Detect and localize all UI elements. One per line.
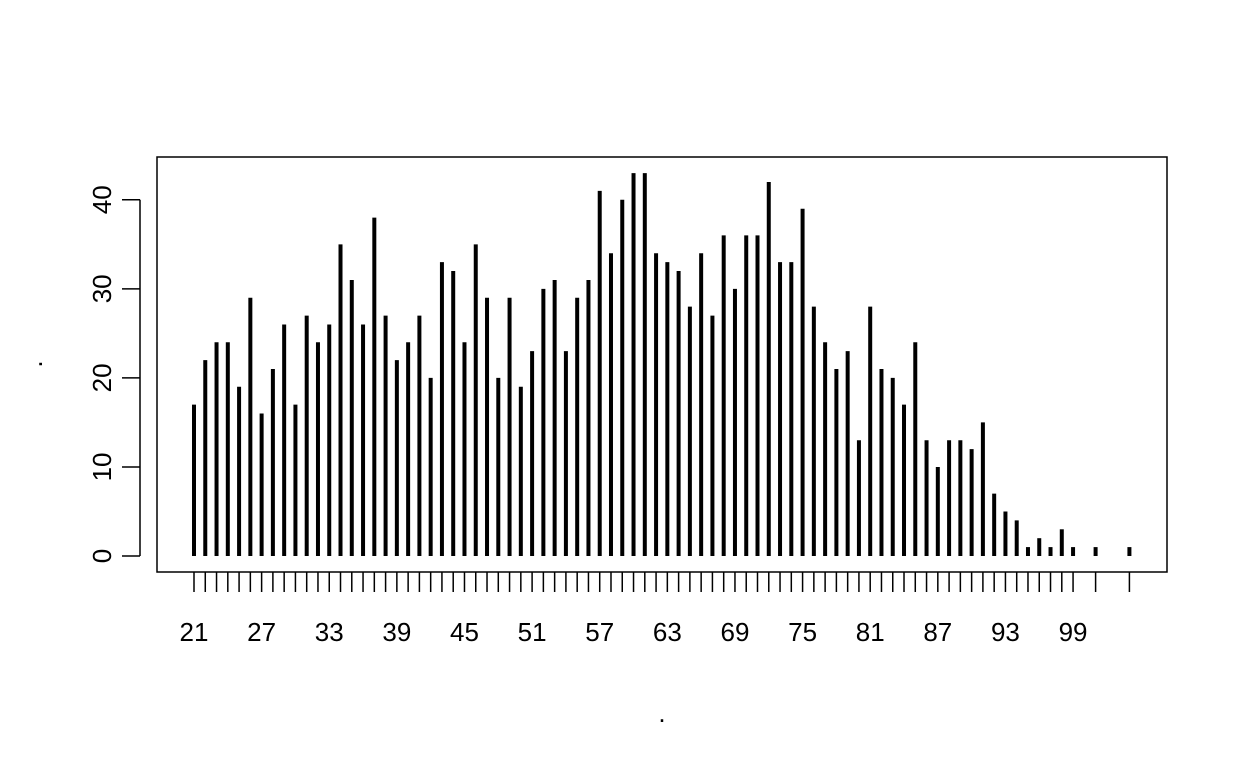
y-axis: 0 10 20 30 40 (87, 185, 141, 563)
y-axis-title: . (18, 360, 48, 367)
bar-series (192, 173, 1132, 556)
x-tick-label: 45 (450, 617, 479, 647)
x-tick-label: 63 (653, 617, 682, 647)
x-tick-label: 27 (247, 617, 276, 647)
plot-frame (156, 156, 1168, 573)
x-tick-label: 81 (856, 617, 885, 647)
x-tick-label: 33 (315, 617, 344, 647)
x-tick-label: 99 (1059, 617, 1088, 647)
x-tick-label: 87 (923, 617, 952, 647)
x-tick-label: 51 (518, 617, 547, 647)
x-tick-label: 93 (991, 617, 1020, 647)
y-tick-label: 20 (87, 363, 117, 392)
y-tick-label: 10 (87, 452, 117, 481)
x-axis: 21 27 33 39 45 51 57 63 69 75 81 87 93 99 (180, 572, 1131, 647)
x-tick-label: 75 (788, 617, 817, 647)
y-tick-label: 30 (87, 274, 117, 303)
x-tick-label: 57 (585, 617, 614, 647)
x-tick-label: 69 (720, 617, 749, 647)
y-tick-label: 0 (87, 549, 117, 563)
x-tick-label: 39 (382, 617, 411, 647)
x-tick-label: 21 (180, 617, 209, 647)
y-tick-label: 40 (87, 185, 117, 214)
x-axis-title: . (658, 698, 665, 728)
